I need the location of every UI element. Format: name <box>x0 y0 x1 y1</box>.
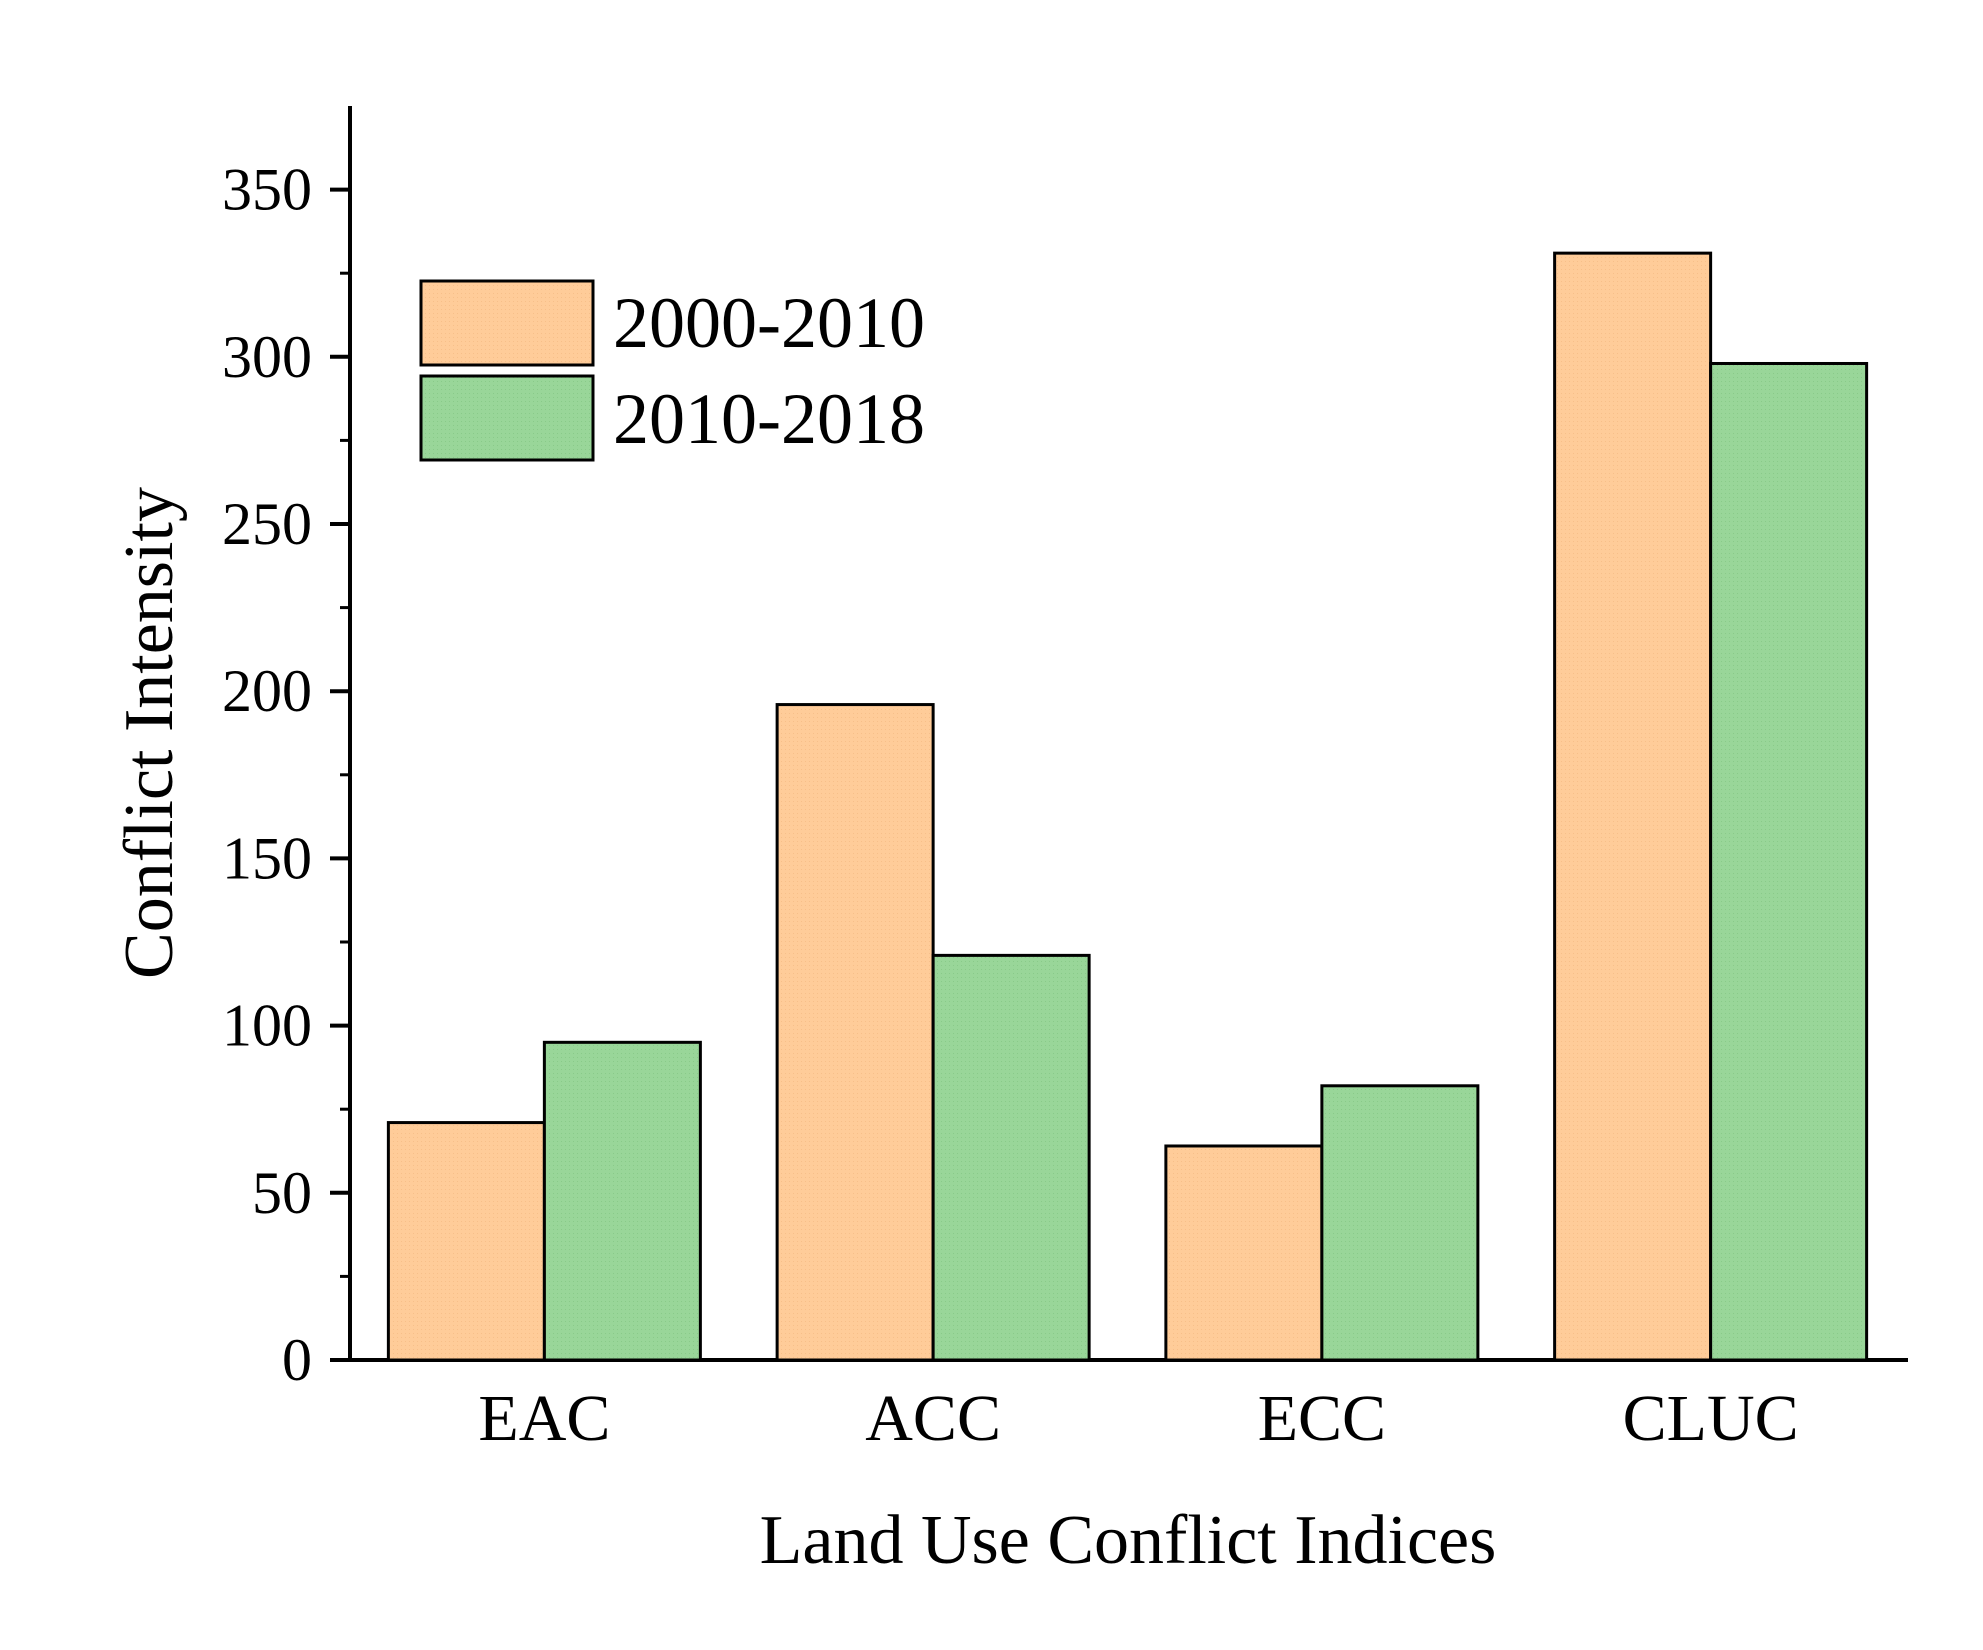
y-tick-label-200: 200 <box>222 658 312 724</box>
legend-swatch-2000-2010 <box>419 279 595 367</box>
bar-acc-2010-2018 <box>931 953 1091 1362</box>
bar-acc-2000-2010 <box>775 703 935 1362</box>
bar-eac-2000-2010 <box>386 1121 546 1362</box>
x-tick-label-ecc: ECC <box>1258 1382 1386 1455</box>
y-tick-label-350: 350 <box>222 157 312 223</box>
y-axis-ticks: 0 50 100 150 200 250 300 350 <box>222 157 350 1393</box>
bar-eac-2010-2018 <box>542 1040 702 1362</box>
legend-swatch-2010-2018 <box>419 374 595 462</box>
legend-label-2000-2010: 2000-2010 <box>613 283 925 363</box>
x-tick-label-cluc: CLUC <box>1623 1382 1799 1455</box>
y-tick-label-300: 300 <box>222 324 312 390</box>
x-tick-label-acc: ACC <box>865 1382 1001 1455</box>
y-tick-label-100: 100 <box>222 993 312 1059</box>
bar-cluc-2010-2018 <box>1709 361 1869 1362</box>
legend-label-2010-2018: 2010-2018 <box>613 379 925 459</box>
bars <box>386 251 1869 1362</box>
y-tick-label-50: 50 <box>252 1160 312 1226</box>
x-axis-labels: EAC ACC ECC CLUC <box>478 1382 1798 1455</box>
bar-ecc-2000-2010 <box>1164 1144 1324 1362</box>
y-tick-label-0: 0 <box>282 1327 312 1393</box>
x-axis-title: Land Use Conflict Indices <box>760 1502 1497 1579</box>
bar-ecc-2010-2018 <box>1320 1084 1480 1362</box>
x-tick-label-eac: EAC <box>478 1382 610 1455</box>
y-tick-label-250: 250 <box>222 491 312 557</box>
legend: 2000-2010 2010-2018 <box>419 279 925 462</box>
y-tick-label-150: 150 <box>222 825 312 891</box>
bar-cluc-2000-2010 <box>1553 251 1713 1362</box>
y-axis-title: Conflict Intensity <box>111 487 188 979</box>
